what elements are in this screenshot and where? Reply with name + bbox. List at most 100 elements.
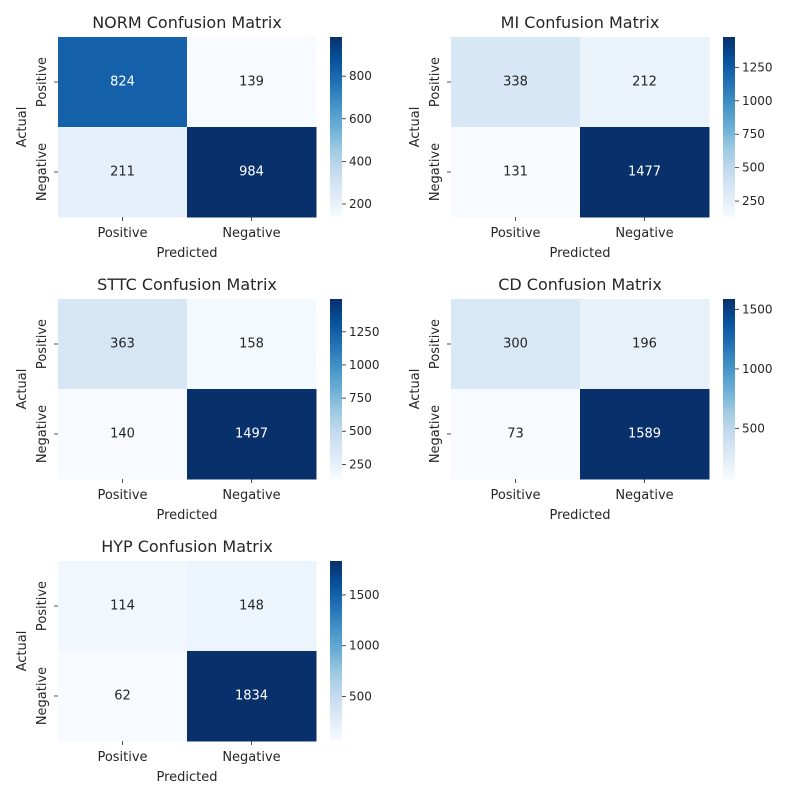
cell-value-label: 140 — [110, 427, 135, 442]
colorbar-tick-label: 1000 — [742, 362, 773, 376]
cell-value-label: 114 — [110, 599, 135, 614]
x-tick-label: Negative — [222, 226, 280, 241]
colorbar-tick-label: 800 — [349, 69, 372, 83]
y-axis-label: Actual — [15, 631, 30, 672]
heatmap-cell — [187, 651, 317, 742]
chart-title: MI Confusion Matrix — [501, 13, 660, 32]
heatmap-cell — [187, 37, 317, 128]
cell-value-label: 300 — [503, 337, 528, 352]
heatmap-cell — [187, 299, 317, 390]
y-axis-label: Actual — [408, 369, 423, 410]
cell-value-label: 984 — [239, 165, 264, 180]
y-axis-label: Actual — [15, 369, 30, 410]
y-tick-label: Positive — [428, 319, 443, 369]
colorbar-tick-label: 1000 — [349, 639, 380, 653]
colorbar-tick-label: 250 — [742, 194, 765, 208]
x-tick-label: Positive — [490, 226, 540, 241]
x-axis-label: Predicted — [156, 770, 217, 785]
y-tick-label: Negative — [35, 405, 50, 463]
colorbar-tick-label: 750 — [742, 127, 765, 141]
y-tick-label: Negative — [35, 143, 50, 201]
x-tick-label: Positive — [97, 226, 147, 241]
x-tick-label: Positive — [490, 488, 540, 503]
colorbar-tick-label: 1500 — [742, 303, 773, 317]
colorbar-tick-label: 500 — [349, 690, 372, 704]
cell-value-label: 1497 — [235, 427, 268, 442]
colorbar-tick-label: 1250 — [742, 60, 773, 74]
confusion-matrix-panel: 824 139 211 984 NORM Confusion Matrix Positiv… — [15, 13, 372, 261]
cell-value-label: 139 — [239, 75, 264, 90]
colorbar-tick-label: 750 — [349, 391, 372, 405]
y-tick-label: Positive — [35, 319, 50, 369]
colorbar — [723, 37, 735, 217]
colorbar-tick-label: 1500 — [349, 588, 380, 602]
cell-value-label: 212 — [632, 75, 657, 90]
cell-value-label: 196 — [632, 337, 657, 352]
colorbar-tick-label: 1000 — [349, 358, 380, 372]
colorbar-tick-label: 250 — [349, 457, 372, 471]
cell-value-label: 73 — [507, 427, 524, 442]
y-tick-label: Negative — [35, 667, 50, 725]
x-tick-label: Positive — [97, 488, 147, 503]
colorbar-tick-label: 1000 — [742, 94, 773, 108]
heatmap-cell — [451, 299, 581, 390]
colorbar-tick-label: 500 — [742, 161, 765, 175]
x-axis-label: Predicted — [549, 508, 610, 523]
chart-title: CD Confusion Matrix — [498, 275, 662, 294]
y-tick-label: Positive — [428, 57, 443, 107]
heatmap-cell — [58, 299, 188, 390]
confusion-matrix-panel: 300 196 73 1589 CD Confusion Matrix Positive N… — [408, 275, 773, 523]
colorbar — [723, 299, 735, 479]
heatmap-cell — [580, 389, 710, 480]
y-axis-label: Actual — [408, 107, 423, 148]
heatmap-cell — [451, 37, 581, 128]
confusion-matrix-panel: 338 212 131 1477 MI Confusion Matrix Positive… — [408, 13, 773, 261]
x-axis-label: Predicted — [156, 246, 217, 261]
x-tick-label: Negative — [222, 750, 280, 765]
cell-value-label: 62 — [114, 689, 131, 704]
heatmap-cell — [58, 561, 188, 652]
heatmap-cell — [58, 37, 188, 128]
cell-value-label: 211 — [110, 165, 135, 180]
colorbar-tick-label: 1250 — [349, 325, 380, 339]
cell-value-label: 1834 — [235, 689, 268, 704]
x-tick-label: Positive — [97, 750, 147, 765]
heatmap-cell — [580, 299, 710, 390]
heatmap-cell — [58, 389, 188, 480]
heatmap-cell — [58, 127, 188, 218]
cell-value-label: 1477 — [628, 165, 661, 180]
colorbar-tick-label: 500 — [349, 424, 372, 438]
x-tick-label: Negative — [222, 488, 280, 503]
y-tick-label: Positive — [35, 581, 50, 631]
heatmap-cell — [187, 389, 317, 480]
y-axis-label: Actual — [15, 107, 30, 148]
cell-value-label: 824 — [110, 75, 135, 90]
heatmap-cell — [451, 389, 581, 480]
y-tick-label: Negative — [428, 143, 443, 201]
cell-value-label: 148 — [239, 599, 264, 614]
colorbar-tick-label: 500 — [742, 421, 765, 435]
heatmap-cell — [187, 561, 317, 652]
x-tick-label: Negative — [615, 226, 673, 241]
heatmap-cell — [187, 127, 317, 218]
heatmap-cell — [580, 127, 710, 218]
colorbar-tick-label: 200 — [349, 197, 372, 211]
colorbar — [330, 299, 342, 479]
confusion-matrix-panel: 363 158 140 1497 STTC Confusion Matrix Positi… — [15, 275, 380, 523]
heatmap-cell — [451, 127, 581, 218]
chart-title: STTC Confusion Matrix — [97, 275, 277, 294]
x-axis-label: Predicted — [549, 246, 610, 261]
colorbar — [330, 561, 342, 741]
colorbar — [330, 37, 342, 217]
cell-value-label: 338 — [503, 75, 528, 90]
cell-value-label: 158 — [239, 337, 264, 352]
heatmap-cell — [580, 37, 710, 128]
x-tick-label: Negative — [615, 488, 673, 503]
colorbar-tick-label: 400 — [349, 154, 372, 168]
chart-title: NORM Confusion Matrix — [92, 13, 282, 32]
chart-title: HYP Confusion Matrix — [101, 537, 273, 556]
colorbar-tick-label: 600 — [349, 112, 372, 126]
cell-value-label: 1589 — [628, 427, 661, 442]
y-tick-label: Positive — [35, 57, 50, 107]
